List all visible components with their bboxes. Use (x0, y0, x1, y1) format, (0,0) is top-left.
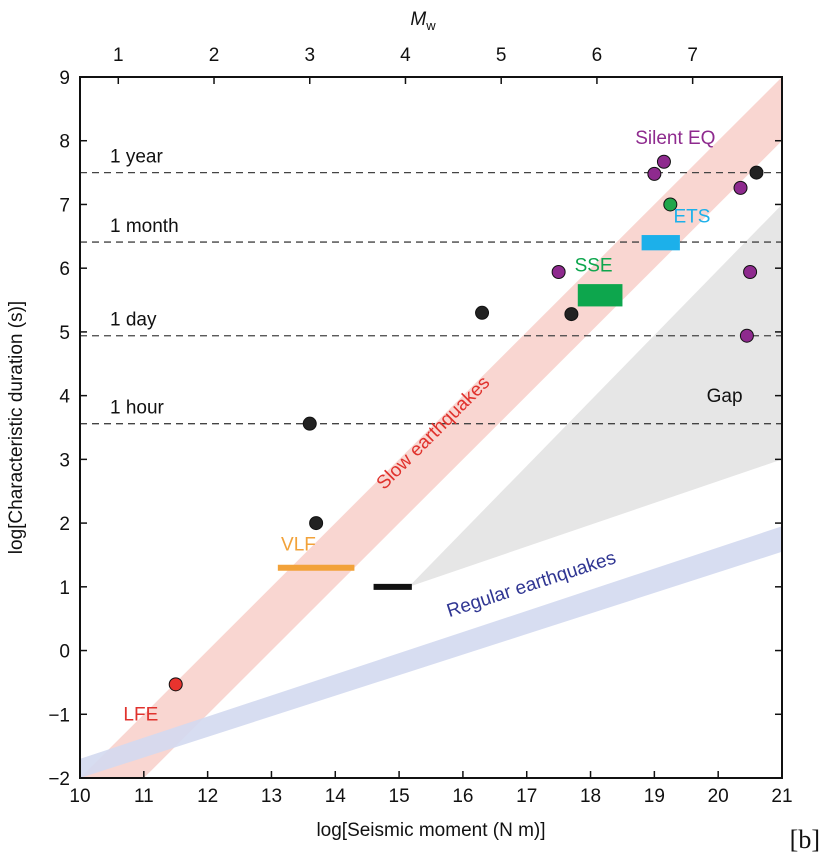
series-label: Silent EQ (635, 128, 715, 149)
reference-label: 1 year (110, 147, 163, 168)
data-point (302, 416, 317, 431)
y-tick-label: 3 (59, 450, 70, 471)
data-point (309, 516, 324, 531)
x-tick-label: 20 (708, 786, 729, 807)
y-tick-label: 6 (59, 259, 70, 280)
data-point (475, 305, 490, 320)
x-tick-label: 13 (261, 786, 282, 807)
top-tick-label: 4 (400, 45, 411, 66)
top-tick-label: 6 (592, 45, 603, 66)
y-tick-label: 0 (59, 642, 70, 663)
y-tick-label: 8 (59, 132, 70, 153)
data-point (733, 180, 748, 195)
x-tick-label: 11 (134, 786, 154, 807)
plot-frame (79, 76, 783, 779)
y-tick-label: 7 (59, 195, 70, 216)
top-axis-title-main: M (410, 9, 426, 30)
band-1 (80, 526, 782, 778)
gap-label: Gap (707, 386, 743, 407)
reference-label: 1 day (110, 310, 157, 331)
band-0 (80, 77, 782, 778)
data-point (749, 165, 764, 180)
top-tick-label: 3 (304, 45, 315, 66)
x-tick-label: 10 (69, 786, 90, 807)
y-tick-label: 5 (59, 323, 70, 344)
top-axis-title: Mw (410, 9, 436, 33)
data-point (663, 197, 678, 212)
x-tick-label: 21 (771, 786, 792, 807)
reference-label: 1 month (110, 216, 179, 237)
data-point (564, 307, 579, 322)
y-tick-label: −1 (48, 705, 70, 726)
series-label: VLF (281, 534, 316, 555)
top-tick-label: 7 (687, 45, 698, 66)
y-axis-title: log[Characteristic duration (s)] (6, 301, 27, 554)
top-axis-title-sub: w (425, 18, 436, 33)
x-tick-label: 16 (452, 786, 473, 807)
y-tick-label: −2 (48, 769, 70, 790)
data-point (168, 677, 183, 692)
y-tick-label: 4 (59, 387, 70, 408)
series-label: SSE (575, 255, 613, 276)
data-point (647, 166, 662, 181)
x-tick-label: 19 (644, 786, 665, 807)
x-tick-label: 14 (325, 786, 347, 807)
top-tick-label: 5 (496, 45, 507, 66)
data-point (743, 265, 758, 280)
top-tick-label: 2 (209, 45, 220, 66)
y-tick-label: 2 (59, 514, 70, 535)
y-tick-label: 9 (59, 68, 70, 89)
gap-region (408, 204, 782, 587)
x-tick-label: 12 (197, 786, 218, 807)
y-tick-label: 1 (59, 578, 70, 599)
x-tick-label: 18 (580, 786, 601, 807)
data-point (739, 328, 754, 343)
series-label: LFE (123, 705, 158, 726)
box-mark (641, 235, 680, 251)
panel-label: [b] (789, 825, 820, 854)
box-mark (577, 284, 623, 307)
x-tick-label: 17 (516, 786, 537, 807)
reference-label: 1 hour (110, 398, 165, 419)
series-label: ETS (674, 206, 711, 227)
x-tick-label: 15 (389, 786, 410, 807)
data-point (551, 265, 566, 280)
x-axis-title: log[Seismic moment (N m)] (316, 820, 545, 841)
data-point (656, 154, 671, 169)
top-tick-label: 1 (113, 45, 124, 66)
